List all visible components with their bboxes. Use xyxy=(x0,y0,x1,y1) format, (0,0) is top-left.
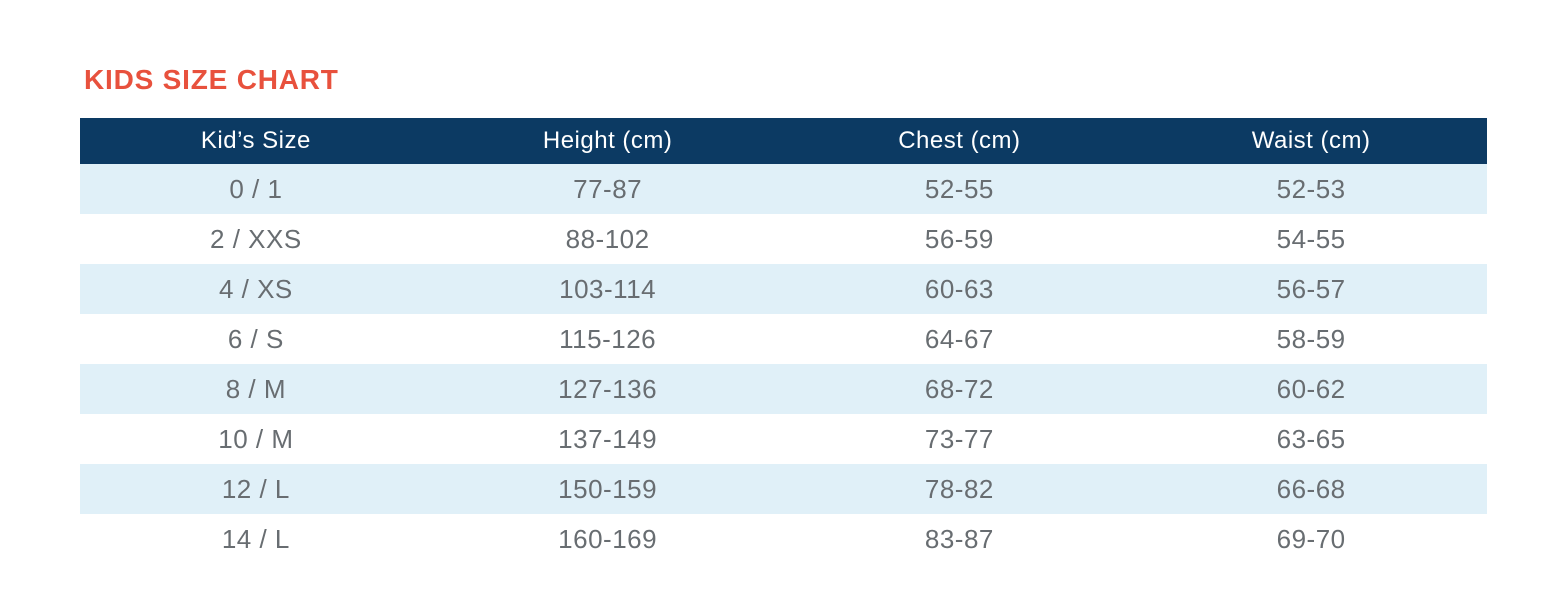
size-cell: 4 / XS xyxy=(218,273,293,304)
column-header-kids-size: Kid’s Size xyxy=(80,118,432,164)
size-cell: 12 / L xyxy=(221,473,290,504)
height-cell: 103-114 xyxy=(559,273,657,304)
height-cell: 88-102 xyxy=(565,223,650,254)
waist-cell: 52-53 xyxy=(1276,173,1346,204)
size-table: Kid’s Size Height (cm) Chest (cm) Waist … xyxy=(80,118,1487,564)
chest-cell: 56-59 xyxy=(924,223,994,254)
height-cell: 160-169 xyxy=(558,523,658,554)
chest-cell: 68-72 xyxy=(924,373,994,404)
chest-cell: 60-63 xyxy=(924,273,994,304)
waist-cell: 60-62 xyxy=(1276,373,1346,404)
size-cell: 6 / S xyxy=(227,323,284,354)
size-cell: 2 / XXS xyxy=(210,223,302,254)
waist-cell: 69-70 xyxy=(1276,523,1346,554)
table-row: 8 / M 127-136 68-72 60-62 xyxy=(80,364,1487,414)
table-row: 10 / M 137-149 73-77 63-65 xyxy=(80,414,1487,464)
chest-cell: 64-67 xyxy=(924,323,994,354)
chest-cell: 83-87 xyxy=(924,523,994,554)
header-row: Kid’s Size Height (cm) Chest (cm) Waist … xyxy=(80,118,1487,164)
table-row: 2 / XXS 88-102 56-59 54-55 xyxy=(80,214,1487,264)
waist-cell: 58-59 xyxy=(1276,323,1346,354)
waist-cell: 54-55 xyxy=(1276,223,1346,254)
table-row: 12 / L 150-159 78-82 66-68 xyxy=(80,464,1487,514)
table-row: 6 / S 115-126 64-67 58-59 xyxy=(80,314,1487,364)
size-table-body: 0 / 1 77-87 52-55 52-53 2 / XXS 88-102 5… xyxy=(80,164,1487,564)
table-row: 14 / L 160-169 83-87 69-70 xyxy=(80,514,1487,564)
size-cell: 14 / L xyxy=(221,523,290,554)
height-cell: 115-126 xyxy=(559,323,657,354)
waist-cell: 63-65 xyxy=(1276,423,1346,454)
size-cell: 10 / M xyxy=(218,423,294,454)
height-cell: 77-87 xyxy=(573,173,643,204)
height-cell: 150-159 xyxy=(558,473,658,504)
waist-cell: 56-57 xyxy=(1276,273,1346,304)
table-row: 0 / 1 77-87 52-55 52-53 xyxy=(80,164,1487,214)
height-cell: 137-149 xyxy=(558,423,658,454)
column-header-height: Height (cm) xyxy=(431,118,784,164)
size-table-header: Kid’s Size Height (cm) Chest (cm) Waist … xyxy=(80,118,1487,164)
table-row: 4 / XS 103-114 60-63 56-57 xyxy=(80,264,1487,314)
chest-cell: 78-82 xyxy=(924,473,994,504)
chest-cell: 73-77 xyxy=(924,423,994,454)
column-header-chest: Chest (cm) xyxy=(783,118,1136,164)
page-title: KIDS SIZE CHART xyxy=(84,64,339,95)
waist-cell: 66-68 xyxy=(1276,473,1346,504)
chest-cell: 52-55 xyxy=(924,173,994,204)
height-cell: 127-136 xyxy=(558,373,658,404)
size-cell: 8 / M xyxy=(225,373,287,404)
column-header-waist: Waist (cm) xyxy=(1135,118,1487,164)
size-cell: 0 / 1 xyxy=(229,173,283,204)
